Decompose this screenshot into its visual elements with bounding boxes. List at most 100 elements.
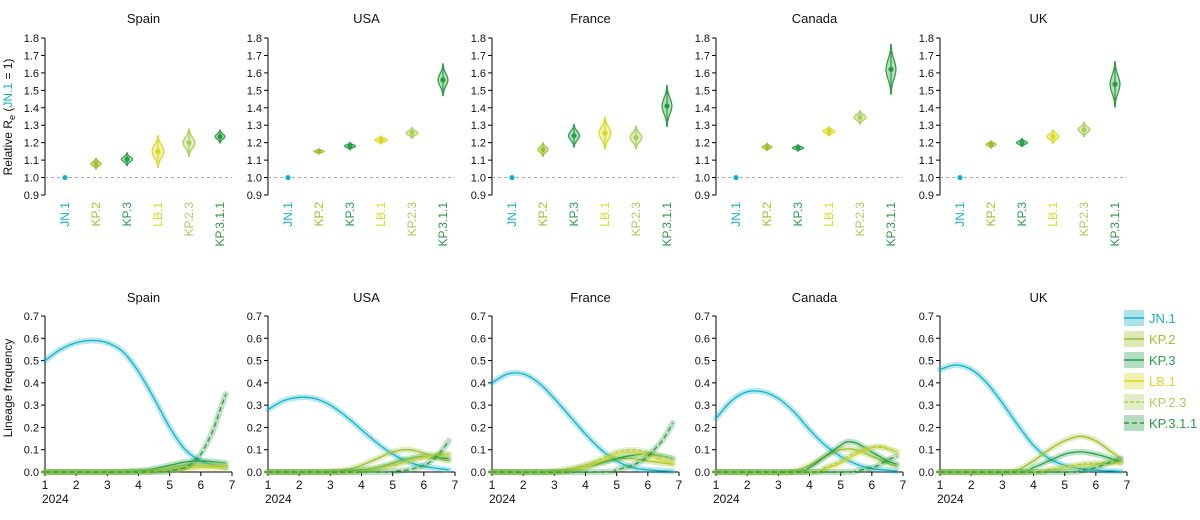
y-tick-label: 1.7 (471, 50, 486, 62)
x-tick-label: 5 (1061, 478, 1068, 492)
x-tick-label-LB.1: LB.1 (822, 202, 836, 227)
y-tick-label: 1.6 (919, 68, 934, 80)
x-tick-label: 6 (197, 478, 204, 492)
legend-label: KP.2.3 (1149, 395, 1186, 410)
y-tick-label: 1.2 (247, 138, 262, 150)
y-tick-label: 0.6 (471, 333, 486, 345)
x-tick-label-KP.2.3: KP.2.3 (1077, 202, 1091, 237)
point-LB.1 (1050, 133, 1056, 140)
point-JN.1 (957, 174, 963, 181)
x-tick-label-KP.3: KP.3 (120, 202, 134, 227)
x-tick-label: 1 (937, 478, 944, 492)
y-tick-label: 0.5 (919, 356, 934, 368)
y-tick-label: 0.1 (24, 445, 39, 457)
y-tick-label: 0.0 (919, 467, 934, 479)
y-tick-label: 0.7 (695, 311, 710, 323)
point-KP.2.3 (186, 140, 192, 146)
re-panel-france: France 0.9 1.0 1.1 1.2 1.3 1.4 1.5 1.6 1.7 1.8 JN.1… (471, 11, 679, 246)
y-tick-label: 0.0 (471, 467, 486, 479)
y-tick-label: 0.7 (919, 311, 934, 323)
y-tick-label: 0.2 (247, 422, 262, 434)
re-panels: Spain 0.9 1.0 1.1 1.2 1.3 1.4 1.5 1.6 1.7 1.8 JN.1 K… (24, 11, 1127, 246)
y-tick-label: 0.2 (919, 422, 934, 434)
legend-label: KP.2 (1149, 332, 1176, 347)
point-KP.2.3 (409, 130, 415, 136)
line-KP.3.1.1 (939, 457, 1122, 473)
legend-item-LB.1: LB.1 (1124, 373, 1176, 389)
y-tick-label: 1.1 (24, 155, 39, 167)
y-tick-label: 1.3 (24, 120, 39, 132)
x-tick-label-KP.3.1.1: KP.3.1.1 (213, 202, 227, 247)
x-tick-label: 1 (42, 478, 49, 492)
line-KP.2 (491, 457, 673, 473)
x-tick-label: 3 (775, 478, 782, 492)
band-JN.1 (713, 387, 900, 474)
x-tick-label-KP.2.3: KP.2.3 (182, 202, 196, 237)
point-KP.2.3 (1081, 126, 1087, 133)
x-tick-label: 2 (73, 478, 80, 492)
x-tick-label-LB.1: LB.1 (151, 202, 165, 227)
x-tick-label: 7 (676, 478, 683, 492)
point-KP.3 (795, 145, 801, 151)
y-tick-label: 1.5 (695, 85, 710, 97)
y-tick-label: 0.6 (919, 333, 934, 345)
y-tick-label: 1.4 (247, 103, 262, 115)
point-LB.1 (602, 130, 608, 136)
x-tick-label: 3 (327, 478, 334, 492)
frequency-panel-canada: Canada 0.0 0.1 0.2 0.3 0.4 0.5 0.6 0.7 1 2 3 4 5 6 7 202… (695, 290, 907, 506)
line-KP.3.1.1 (44, 393, 227, 473)
x-tick-label-KP.3.1.1: KP.3.1.1 (1108, 202, 1122, 247)
y-tick-label: 0.0 (247, 467, 262, 479)
legend-label: LB.1 (1149, 374, 1176, 389)
y-tick-label: 0.0 (695, 467, 710, 479)
legend-label: KP.3.1.1 (1149, 416, 1197, 431)
x-tick-label: 1 (489, 478, 496, 492)
x-year-label: 2024 (713, 492, 740, 506)
y-tick-label: 0.0 (24, 467, 39, 479)
x-tick-label-LB.1: LB.1 (598, 202, 612, 227)
y-tick-label: 0.4 (695, 378, 710, 390)
y-tick-label: 0.3 (471, 400, 486, 412)
y-tick-label: 1.8 (24, 33, 39, 45)
point-KP.2 (93, 161, 99, 167)
y-tick-label: 1.3 (471, 120, 486, 132)
frequency-panel-spain: Spain 0.0 0.1 0.2 0.3 0.4 0.5 0.6 0.7 1 2 3 4 5 6 7 2024 (24, 290, 236, 506)
legend-item-JN.1: JN.1 (1124, 310, 1176, 326)
y-tick-label: 0.3 (247, 400, 262, 412)
x-tick-label-KP.2: KP.2 (536, 202, 550, 227)
panel-title: Canada (792, 290, 838, 305)
point-KP.2.3 (857, 114, 863, 120)
y-tick-label: 0.5 (24, 356, 39, 368)
x-year-label: 2024 (937, 492, 964, 506)
y-tick-label: 1.8 (695, 33, 710, 45)
point-KP.3.1.1 (1112, 81, 1118, 87)
line-KP.3.1.1 (267, 440, 450, 473)
y-tick-label: 1.1 (247, 155, 262, 167)
y-tick-label: 0.4 (24, 378, 39, 390)
x-tick-label: 3 (104, 478, 111, 492)
line-JN.1 (491, 372, 673, 472)
y-tick-label: 0.3 (919, 400, 934, 412)
y-tick-label: 1.7 (919, 50, 934, 62)
point-LB.1 (378, 137, 384, 143)
point-KP.3.1.1 (888, 66, 894, 72)
x-year-label: 2024 (489, 492, 516, 506)
x-tick-label: 1 (265, 478, 272, 492)
y-tick-label: 1.6 (695, 68, 710, 80)
panel-title: France (570, 290, 610, 305)
y-tick-label: 1.6 (24, 68, 39, 80)
x-tick-label: 4 (135, 478, 142, 492)
re-panel-spain: Spain 0.9 1.0 1.1 1.2 1.3 1.4 1.5 1.6 1.7 1.8 JN.1 K… (24, 11, 232, 246)
frequency-panels: Spain 0.0 0.1 0.2 0.3 0.4 0.5 0.6 0.7 1 2 3 4 5 6 7 2024… (24, 290, 1131, 506)
band-JN.1 (42, 337, 229, 471)
y-tick-label: 1.6 (247, 68, 262, 80)
line-KP.3.1.1 (491, 422, 674, 473)
legend-label: JN.1 (1149, 311, 1176, 326)
y-tick-label: 1.4 (24, 103, 39, 115)
point-KP.2 (316, 148, 322, 154)
y-tick-label: 1.2 (695, 138, 710, 150)
x-tick-label-JN.1: JN.1 (58, 202, 72, 227)
legend-item-KP.3: KP.3 (1124, 352, 1176, 368)
y-tick-label: 0.5 (695, 356, 710, 368)
panel-title: USA (353, 11, 380, 26)
